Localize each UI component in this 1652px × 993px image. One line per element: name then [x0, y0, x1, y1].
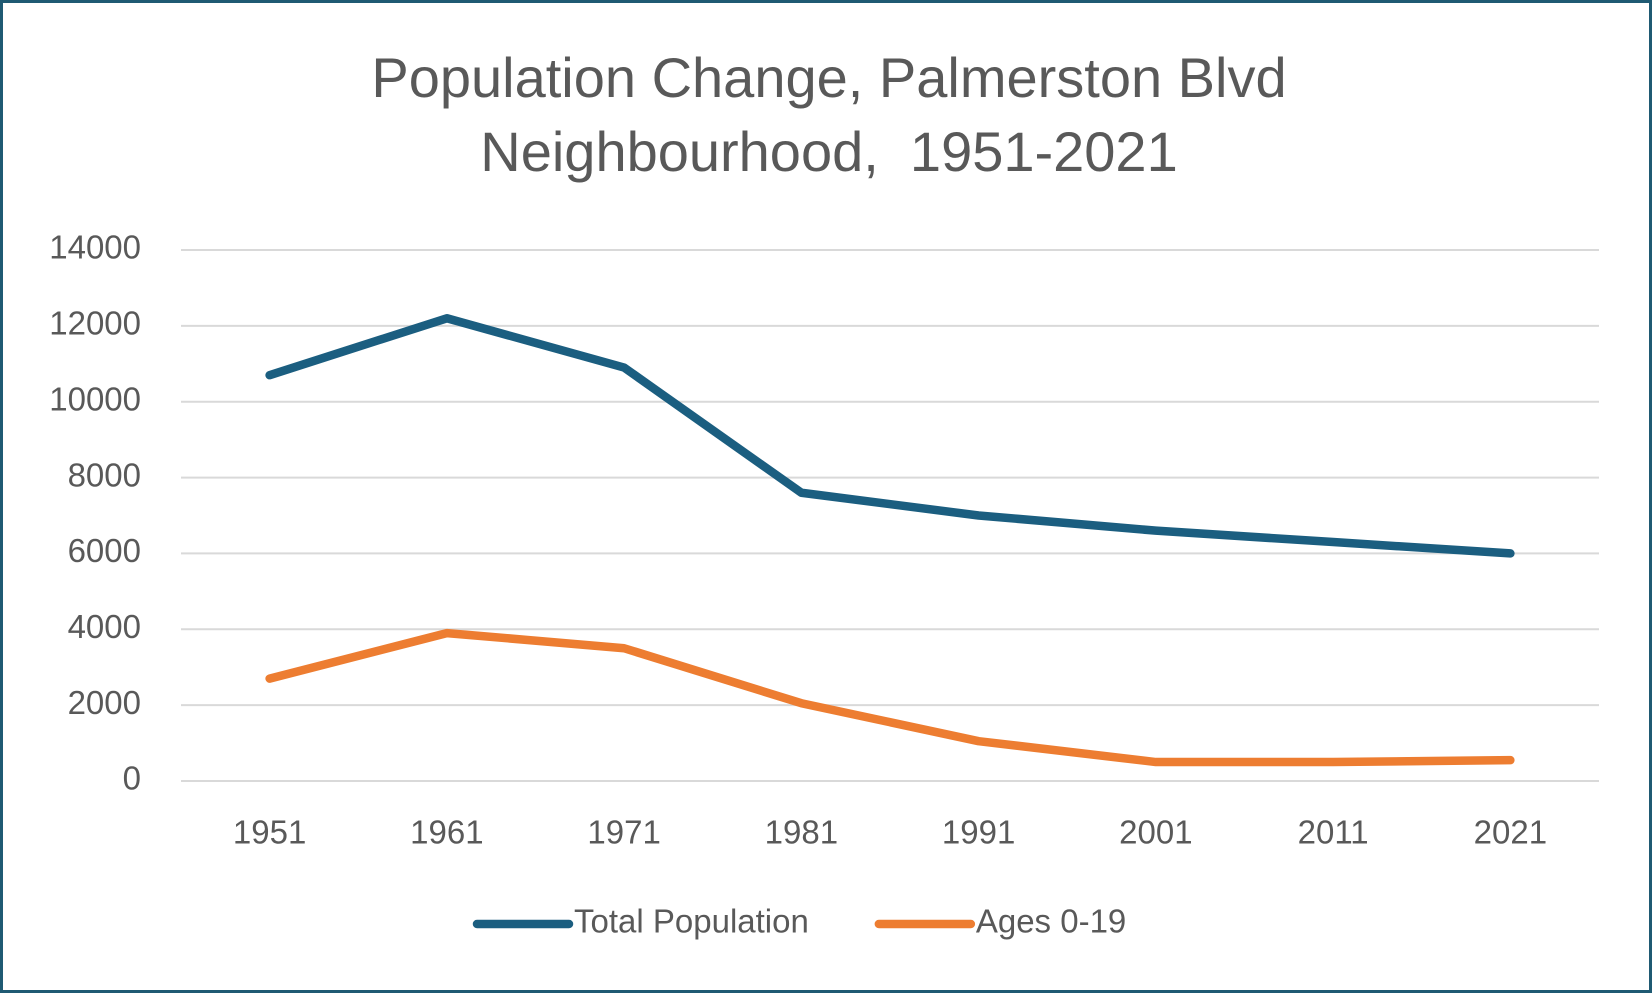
- legend-label: Ages 0-19: [976, 903, 1126, 940]
- legend-label: Total Population: [574, 903, 809, 940]
- x-tick-label: 2011: [1298, 814, 1369, 851]
- y-tick-label: 10000: [49, 380, 141, 417]
- y-tick-label: 2000: [68, 684, 141, 721]
- chart-title: Population Change, Palmerston Blvd Neigh…: [371, 46, 1303, 183]
- y-tick-label: 14000: [49, 229, 141, 266]
- x-tick-label: 1981: [765, 814, 838, 851]
- x-tick-label: 1991: [942, 814, 1015, 851]
- y-tick-label: 4000: [68, 608, 141, 645]
- chart: 0 2000 4000 6000 8000 10000 12000 14000 1951 1961…: [49, 229, 1599, 940]
- x-tick-label: 1961: [410, 814, 483, 851]
- y-tick-label: 8000: [68, 456, 141, 493]
- series-line: [265, 628, 1515, 767]
- x-tick-label: 1951: [233, 814, 306, 851]
- y-tick-label: 12000: [49, 305, 141, 342]
- x-tick-label: 1971: [587, 814, 660, 851]
- y-tick-label: 0: [123, 760, 141, 797]
- series-line: [265, 314, 1515, 558]
- x-tick-label: 2021: [1474, 814, 1547, 851]
- x-tick-label: 2001: [1119, 814, 1192, 851]
- y-tick-label: 6000: [68, 532, 141, 569]
